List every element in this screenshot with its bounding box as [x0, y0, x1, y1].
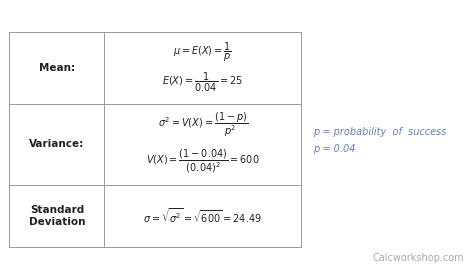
- Text: $\sigma = \sqrt{\sigma^2} = \sqrt{600} = 24.49$: $\sigma = \sqrt{\sigma^2} = \sqrt{600} =…: [143, 207, 262, 226]
- Text: $E\left(X\right) = \dfrac{1}{0.04} = 25$: $E\left(X\right) = \dfrac{1}{0.04} = 25$: [162, 71, 243, 94]
- Text: Calcworkshop.com: Calcworkshop.com: [373, 253, 465, 263]
- Text: Variance:: Variance:: [29, 139, 84, 149]
- Text: p = 0.04: p = 0.04: [313, 144, 356, 153]
- Bar: [9, 32, 301, 247]
- Text: $V\left(X\right) = \dfrac{(1-0.04)}{(0.04)^2} = 600$: $V\left(X\right) = \dfrac{(1-0.04)}{(0.0…: [146, 147, 259, 174]
- Text: Mean:: Mean:: [39, 63, 75, 73]
- Text: $\mu = E\left(X\right) = \dfrac{1}{p}$: $\mu = E\left(X\right) = \dfrac{1}{p}$: [173, 41, 232, 64]
- Text: $\sigma^2 = V\left(X\right) = \dfrac{(1-p)}{p^2}$: $\sigma^2 = V\left(X\right) = \dfrac{(1-…: [157, 110, 248, 139]
- Text: p = probability  of  success: p = probability of success: [313, 127, 446, 137]
- Text: Standard
Deviation: Standard Deviation: [28, 205, 85, 227]
